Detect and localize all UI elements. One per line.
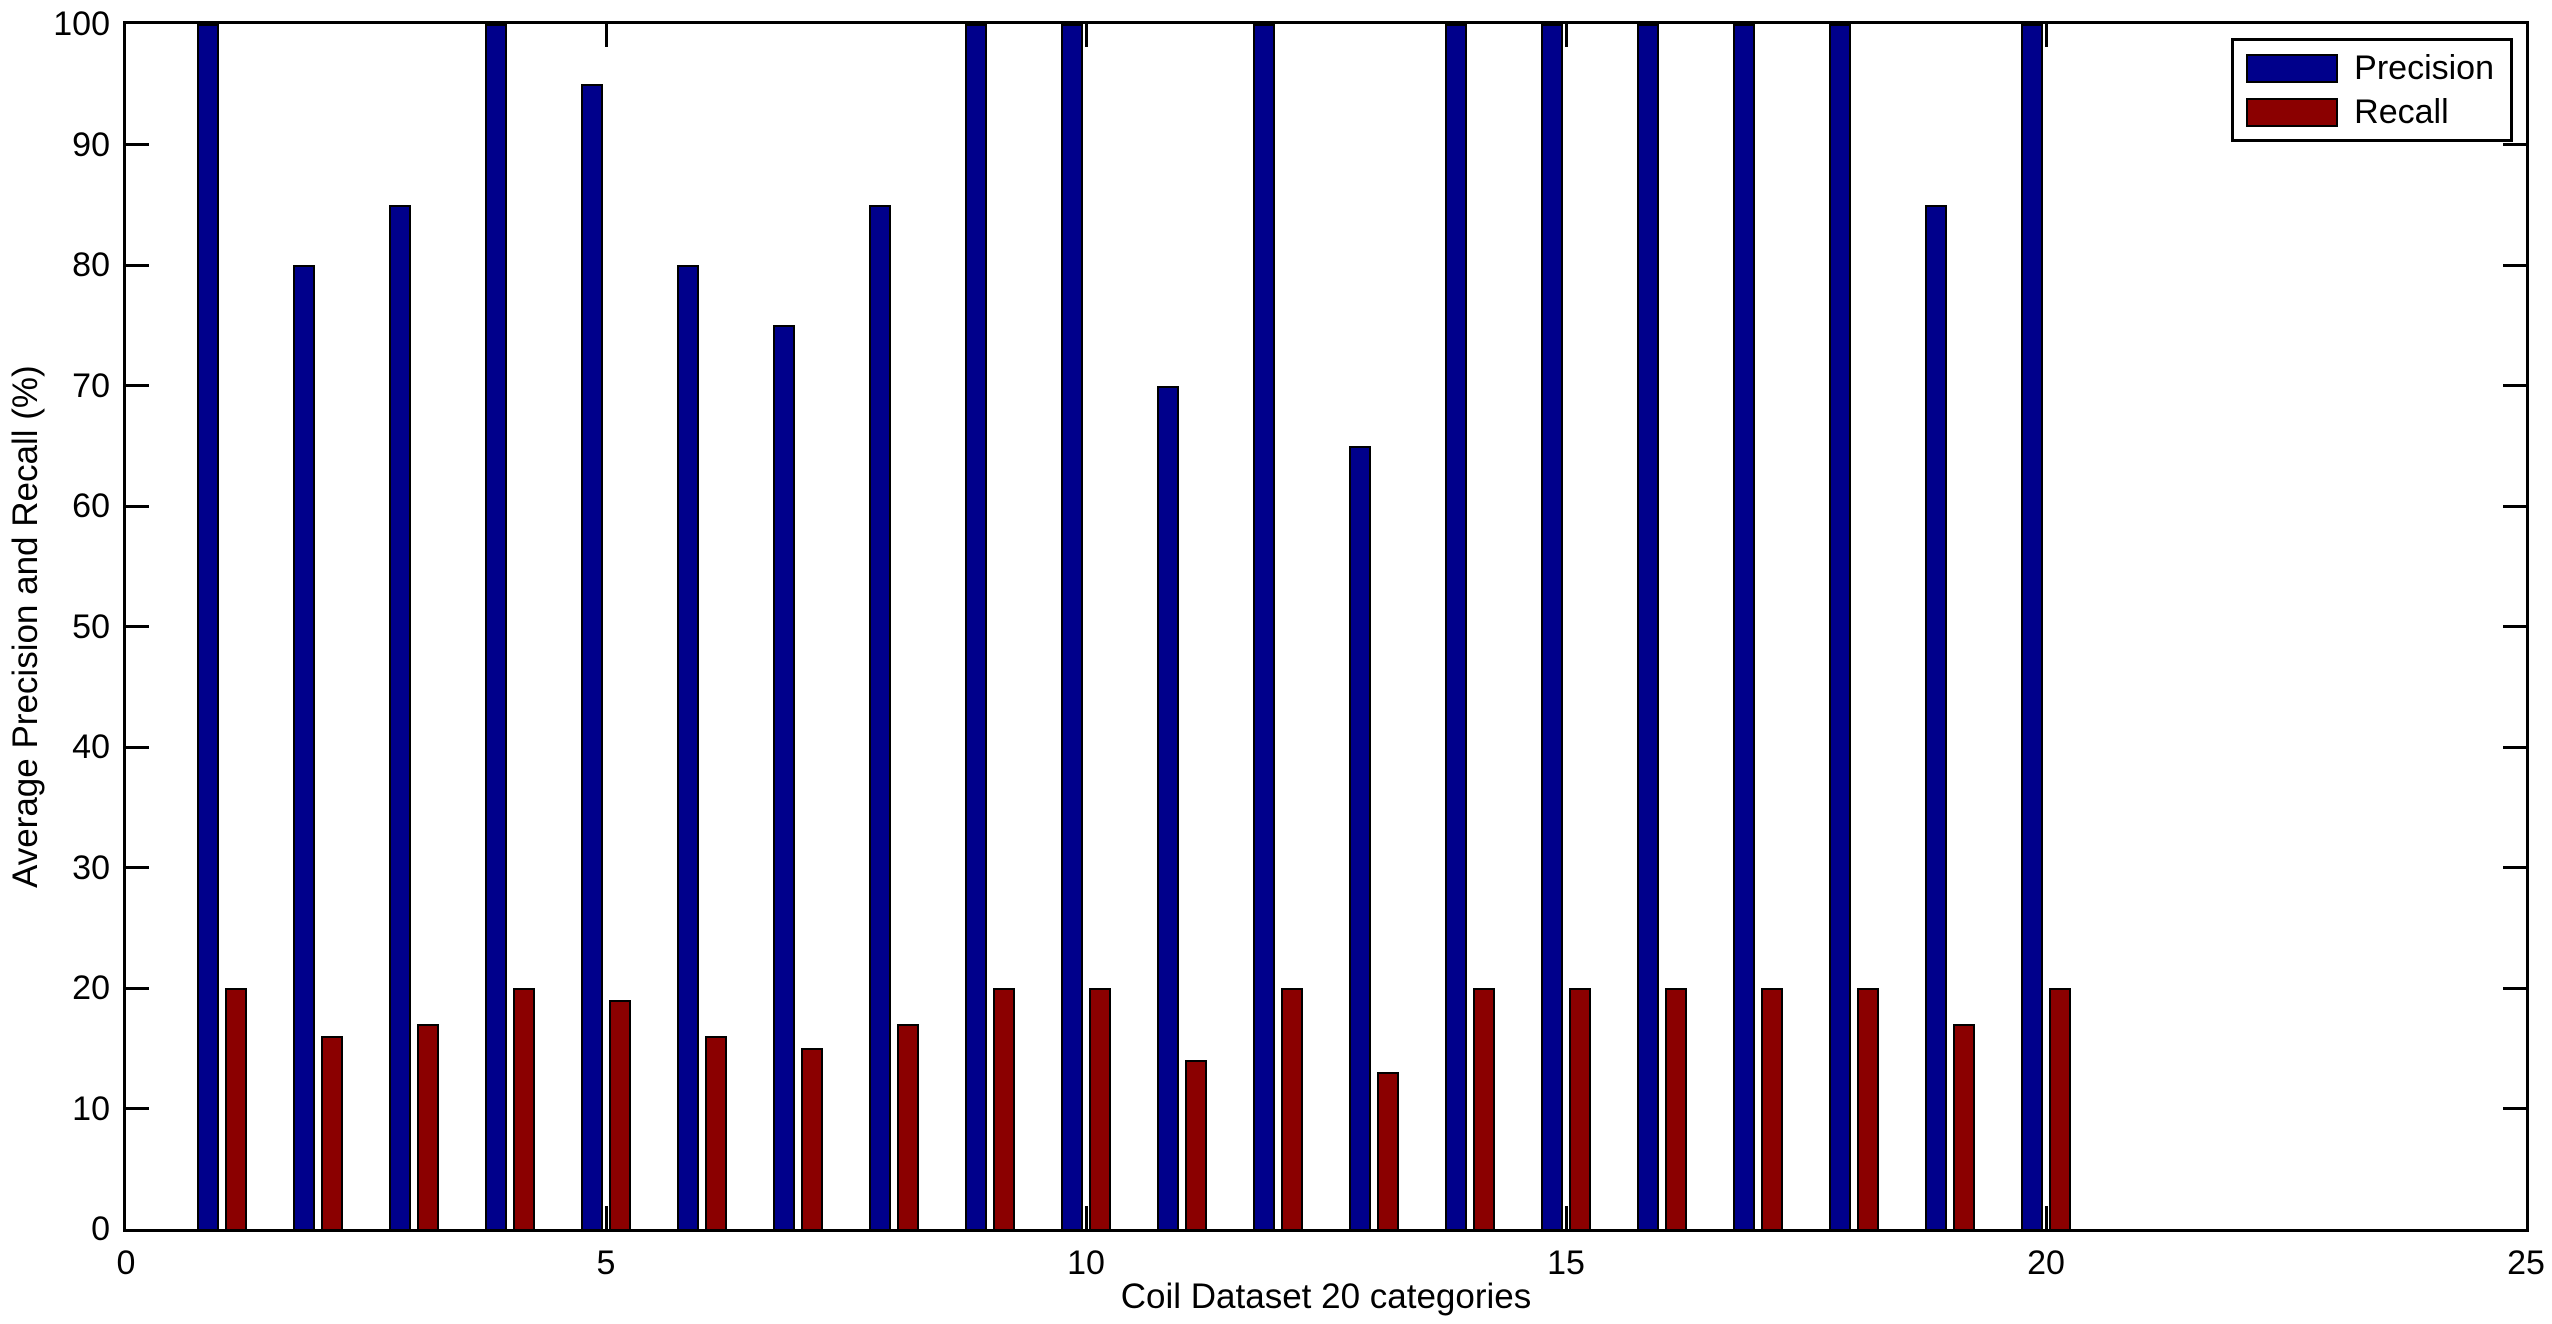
bar-precision-15 [1541,24,1563,1229]
y-tick-10-left [126,1107,149,1110]
bar-recall-12 [1281,988,1303,1229]
bar-recall-20 [2049,988,2071,1229]
bar-recall-1 [225,988,247,1229]
x-tick-10-top [1084,24,1088,47]
x-tick-label-0: 0 [116,1244,136,1282]
bar-precision-18 [1829,24,1851,1229]
bar-precision-7 [773,325,795,1229]
bar-recall-7 [801,1048,823,1229]
bar-recall-16 [1665,988,1687,1229]
bar-precision-6 [677,265,699,1229]
legend-label-precision: Precision [2354,49,2494,87]
bar-recall-18 [1857,988,1879,1229]
legend-item-precision: Precision [2246,50,2494,86]
legend-label-recall: Recall [2354,93,2449,131]
bar-recall-15 [1569,988,1591,1229]
y-tick-label-70: 70 [72,366,110,405]
plot-area: Coil Dataset 20 categories Precision Rec… [53,6,2545,1316]
x-tick-15-top [1564,24,1568,47]
bar-recall-3 [417,1024,439,1229]
bar-recall-13 [1377,1072,1399,1229]
y-tick-70-right [2503,384,2526,387]
y-tick-label-100: 100 [53,5,110,43]
y-tick-50-left [126,625,149,628]
bar-precision-12 [1253,24,1275,1229]
bar-recall-4 [513,988,535,1229]
bar-precision-8 [869,204,891,1229]
bar-precision-10 [1061,24,1083,1229]
y-tick-label-60: 60 [72,487,110,525]
y-tick-30-right [2503,866,2526,869]
x-tick-15-bottom [1564,1206,1568,1229]
x-tick-label-5: 5 [596,1244,616,1282]
bar-precision-16 [1637,24,1659,1229]
bar-recall-8 [897,1024,919,1229]
y-tick-label-80: 80 [72,246,110,284]
bar-recall-19 [1953,1024,1975,1229]
y-tick-90-left [126,143,149,146]
bar-precision-3 [389,204,411,1229]
y-tick-10-right [2503,1107,2526,1110]
bar-recall-6 [705,1036,727,1229]
x-tick-label-15: 15 [1547,1244,1585,1282]
bar-precision-20 [2021,24,2043,1229]
y-tick-label-50: 50 [72,607,110,646]
bar-precision-4 [485,24,507,1229]
y-tick-60-left [126,504,149,508]
x-tick-5-bottom [604,1206,608,1229]
y-tick-label-30: 30 [72,848,110,887]
y-tick-90-right [2503,143,2526,146]
x-tick-10-bottom [1084,1206,1088,1229]
x-tick-5-top [604,24,608,47]
bar-precision-17 [1733,24,1755,1229]
bar-recall-9 [993,988,1015,1229]
y-tick-label-40: 40 [72,728,110,766]
y-tick-80-left [126,263,149,267]
bar-precision-2 [293,265,315,1229]
bar-precision-5 [581,84,603,1229]
y-tick-20-left [126,986,149,990]
bar-recall-17 [1761,988,1783,1229]
bar-recall-14 [1473,988,1495,1229]
legend: Precision Recall [2231,38,2513,142]
y-tick-40-left [126,745,149,749]
y-tick-50-right [2503,625,2526,628]
x-tick-label-10: 10 [1067,1244,1105,1282]
bar-precision-19 [1925,204,1947,1229]
bar-recall-5 [609,1000,631,1229]
bar-precision-1 [197,24,219,1229]
x-tick-label-25: 25 [2507,1244,2545,1282]
precision-swatch-icon [2246,53,2339,83]
y-tick-20-right [2503,986,2526,990]
bar-recall-11 [1185,1060,1207,1229]
y-tick-80-right [2503,263,2526,267]
y-tick-40-right [2503,745,2526,749]
bar-precision-11 [1157,385,1179,1229]
recall-swatch-icon [2246,97,2339,127]
bar-recall-2 [321,1036,343,1229]
y-tick-label-90: 90 [72,125,110,164]
y-tick-70-left [126,384,149,387]
bar-recall-10 [1089,988,1111,1229]
bar-precision-9 [965,24,987,1229]
legend-item-recall: Recall [2246,94,2494,130]
bar-precision-13 [1349,445,1371,1229]
y-tick-30-left [126,866,149,869]
x-axis-title: Coil Dataset 20 categories [1120,1277,1532,1316]
y-tick-label-10: 10 [72,1089,110,1128]
x-tick-20-top [2044,24,2048,47]
y-tick-label-0: 0 [91,1210,110,1248]
y-tick-label-20: 20 [72,969,110,1007]
y-tick-60-right [2503,504,2526,508]
x-tick-label-20: 20 [2027,1244,2065,1282]
x-tick-20-bottom [2044,1206,2048,1229]
bar-precision-14 [1445,24,1467,1229]
